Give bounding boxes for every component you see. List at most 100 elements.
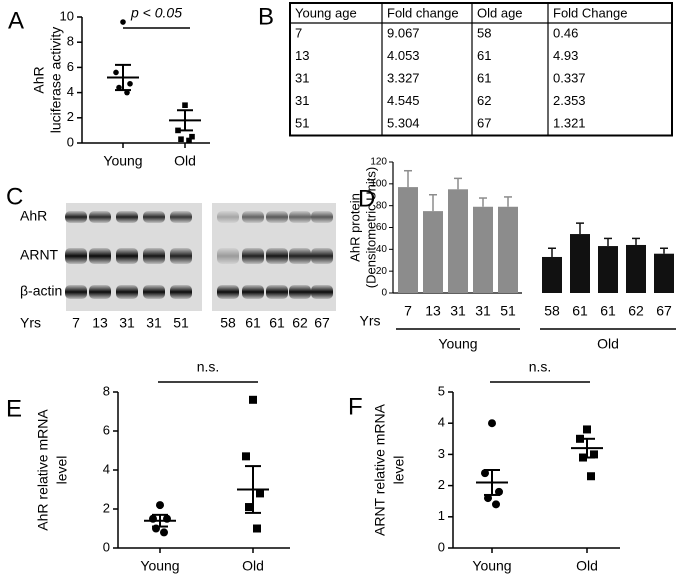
table-cell: 7 — [295, 26, 302, 41]
blot-lane-label: 67 — [314, 315, 330, 331]
panel-letter: F — [348, 393, 363, 420]
data-point — [120, 19, 126, 25]
table-cell: 58 — [477, 26, 491, 41]
blot-band — [116, 211, 138, 223]
table-cell: 4.545 — [387, 93, 420, 108]
data-point — [249, 395, 257, 404]
blot-band — [65, 285, 87, 299]
data-point — [583, 425, 591, 434]
blot-band — [116, 248, 138, 264]
y-axis-label: ARNT relative mRNA — [372, 403, 388, 536]
y-tick-label: 4 — [438, 415, 445, 430]
y-tick-label: 0 — [438, 539, 445, 554]
panel-letter: C — [6, 183, 23, 210]
table-cell: 5.304 — [387, 116, 420, 131]
y-tick-label: 20 — [376, 266, 388, 277]
data-point — [481, 469, 489, 478]
bar — [473, 206, 493, 293]
bar — [423, 211, 443, 293]
table-cell: 4.053 — [387, 48, 420, 63]
bar — [654, 253, 674, 293]
table-cell: 62 — [477, 93, 491, 108]
blot-lane-label: 61 — [245, 315, 261, 331]
bar — [498, 206, 518, 293]
y-tick-label: 6 — [67, 59, 74, 74]
y-tick-label: 6 — [103, 422, 110, 437]
blot-lane-label: 31 — [146, 315, 162, 331]
blot-band — [242, 211, 264, 223]
blot-band — [89, 285, 111, 299]
blot-lane-label: 61 — [269, 315, 285, 331]
y-tick-label: 40 — [376, 244, 388, 255]
panel-letter: B — [258, 3, 274, 30]
blot-band — [170, 248, 192, 264]
table-header: Young age — [295, 5, 357, 20]
data-point — [587, 472, 595, 481]
x-tick-label: 67 — [656, 303, 672, 319]
blot-band — [242, 248, 264, 264]
x-tick-label: Young — [103, 153, 142, 169]
data-point — [178, 136, 184, 143]
blot-row-label: ARNT — [20, 247, 59, 263]
x-tick-label: Young — [472, 558, 511, 574]
data-point — [495, 487, 503, 496]
data-point — [189, 133, 195, 140]
data-point — [492, 500, 500, 509]
y-tick-label: 120 — [370, 157, 387, 168]
y-tick-label: 2 — [67, 109, 74, 124]
annotation: n.s. — [197, 359, 220, 375]
blot-band — [266, 211, 288, 223]
group-label: Young — [438, 336, 477, 352]
blot-band — [217, 248, 239, 264]
x-tick-label: Old — [242, 558, 264, 574]
y-axis-label: luciferase activity — [48, 27, 64, 134]
x-tick-label: 31 — [475, 303, 491, 319]
panel-letter: A — [8, 7, 24, 34]
table-cell: 0.337 — [553, 71, 586, 86]
blot-band — [311, 248, 333, 264]
y-tick-label: 100 — [370, 178, 387, 189]
y-tick-label: 80 — [376, 200, 388, 211]
table-header: Fold Change — [553, 5, 627, 20]
blot-band — [311, 211, 333, 223]
blot-lane-label: 13 — [92, 315, 108, 331]
blot-band — [170, 211, 192, 223]
blot-band — [289, 248, 311, 264]
x-tick-label: 51 — [500, 303, 516, 319]
blot-row-label: β-actin — [20, 283, 62, 299]
y-tick-label: 4 — [67, 84, 74, 99]
blot-band — [289, 211, 311, 223]
table-cell: 61 — [477, 71, 491, 86]
bar — [398, 187, 418, 293]
bar — [598, 246, 618, 293]
x-tick-label: 61 — [600, 303, 616, 319]
annotation: p < 0.05 — [130, 5, 182, 21]
y-tick-label: 2 — [438, 477, 445, 492]
data-point — [116, 84, 122, 91]
y-tick-label: 0 — [103, 539, 110, 554]
data-point — [253, 524, 261, 533]
data-point — [113, 69, 119, 76]
y-tick-label: 8 — [103, 383, 110, 398]
y-axis-label: (Densitometric Units) — [363, 167, 378, 288]
blot-band — [143, 248, 165, 264]
blot-band — [311, 285, 333, 299]
y-axis-label: AhR relative mRNA — [35, 409, 51, 531]
blot-xlabel: Yrs — [20, 315, 41, 331]
blot-band — [89, 248, 111, 264]
blot-band — [217, 211, 239, 223]
table-cell: 61 — [477, 48, 491, 63]
annotation: n.s. — [529, 359, 552, 375]
table-cell: 0.46 — [553, 26, 578, 41]
y-tick-label: 1 — [438, 508, 445, 523]
x-tick-label: 31 — [450, 303, 466, 319]
table-cell: 3.327 — [387, 71, 420, 86]
bar — [626, 244, 646, 293]
y-tick-label: 60 — [376, 222, 388, 233]
data-point — [127, 80, 133, 87]
table-border — [289, 2, 673, 137]
y-tick-label: 0 — [67, 134, 74, 149]
data-point — [488, 419, 496, 428]
